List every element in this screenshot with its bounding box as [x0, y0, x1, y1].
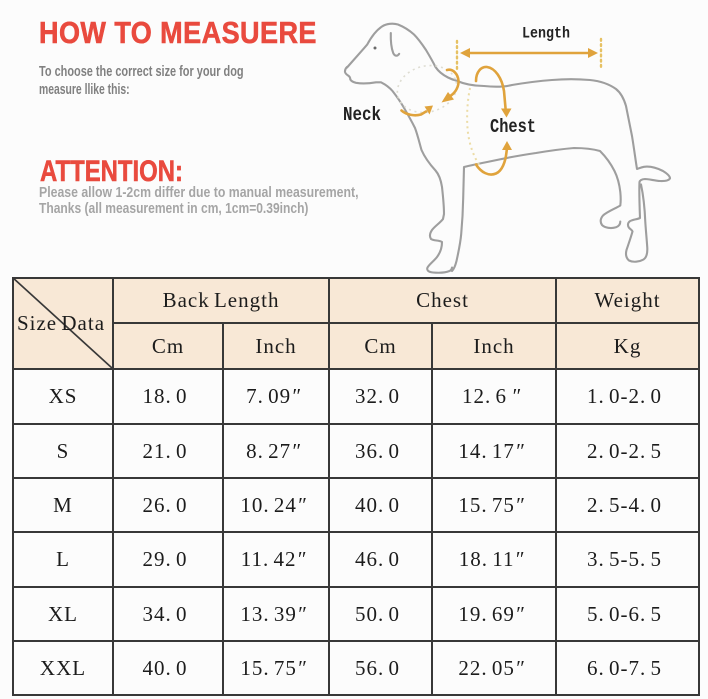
- svg-text:Chest: Chest: [490, 116, 536, 138]
- svg-text:Length: Length: [522, 25, 570, 43]
- svg-text:Neck: Neck: [343, 104, 381, 126]
